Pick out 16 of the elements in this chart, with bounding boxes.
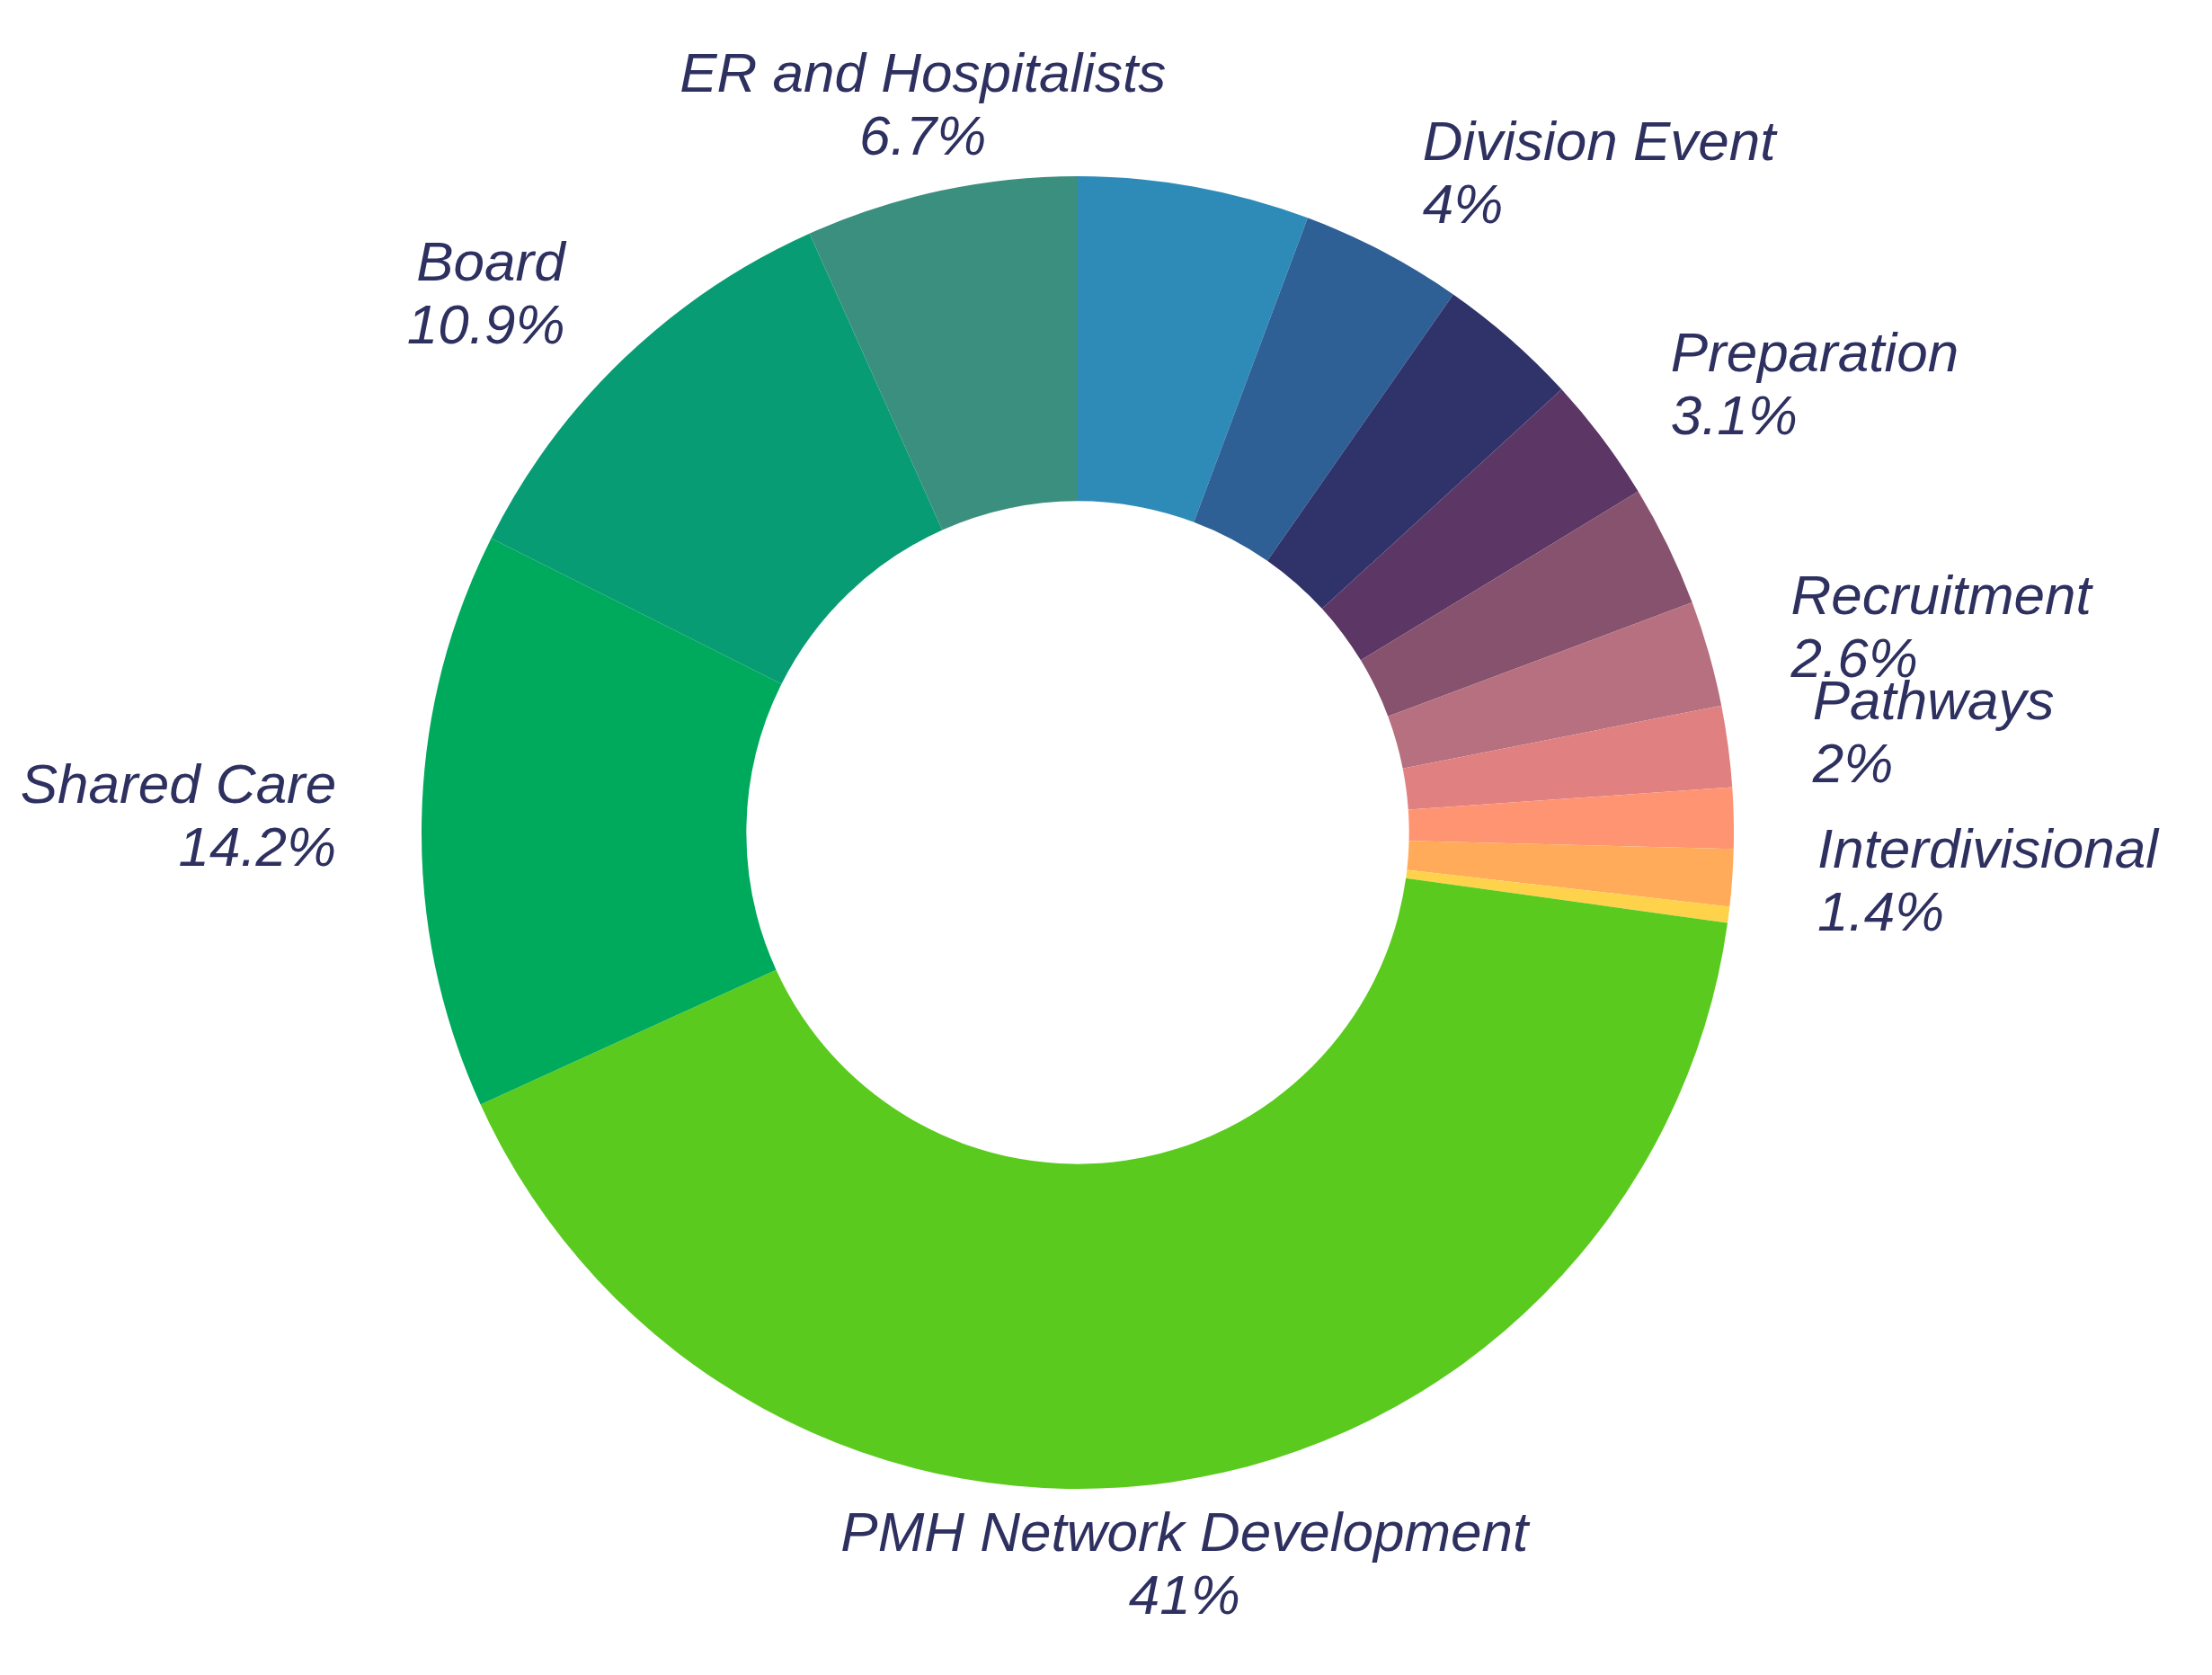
data-label: 10.9% [406,293,565,356]
slice-label: Interdivisional [1817,817,2161,880]
data-label: 2% [1811,731,1894,794]
data-label: 41% [1128,1563,1240,1626]
slice-label: Shared Care [20,752,337,815]
slice-label: Board [416,230,568,293]
slice-label: ER and Hospitalists [680,40,1167,103]
data-label: 4% [1422,173,1504,236]
data-label: 6.7% [858,103,987,166]
slice-label: PMH Network Development [840,1500,1532,1563]
data-label: 3.1% [1670,383,1798,446]
slice-label: Division Event [1422,110,1779,173]
data-label: 1.4% [1817,880,1945,943]
slice-label: Recruitment [1790,564,2094,627]
slice-label: Preparation [1670,320,1959,383]
data-label: 14.2% [178,815,337,878]
